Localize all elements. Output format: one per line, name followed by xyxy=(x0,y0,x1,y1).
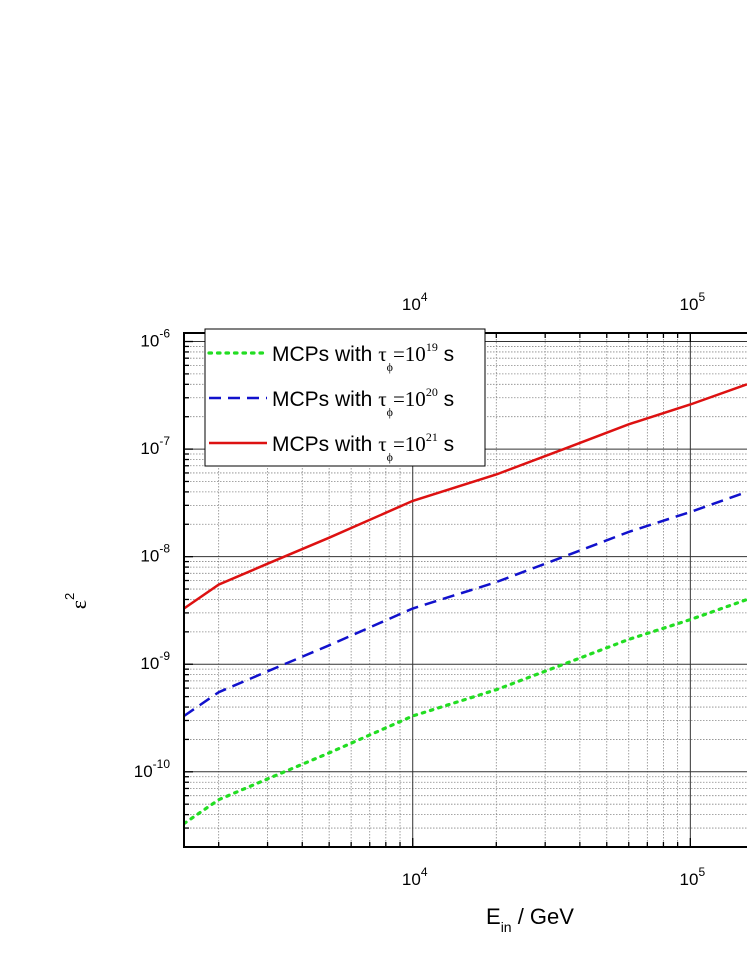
legend-label: MCPs with τϕ=1019 s xyxy=(272,340,454,374)
series-layer xyxy=(184,383,747,826)
x-tick-label-top: 104 xyxy=(402,290,428,314)
series-line xyxy=(184,490,747,718)
series-line xyxy=(184,597,747,826)
y-tick-label: 10-7 xyxy=(140,434,170,458)
legend-label: MCPs with τϕ=1020 s xyxy=(272,385,454,419)
x-tick-label-bottom: 105 xyxy=(680,865,706,889)
y-tick-label: 10-6 xyxy=(140,327,170,351)
x-axis-label: Ein / GeV xyxy=(486,904,574,935)
axis-labels: Ein / GeV ε2 xyxy=(62,593,574,935)
x-tick-label-bottom: 104 xyxy=(402,865,428,889)
y-tick-label: 10-9 xyxy=(140,649,170,673)
tick-labels: 104 104 105 105 10-10 10-9 10-8 10-7 10-6 xyxy=(134,290,706,889)
legend: MCPs with τϕ=1019 s MCPs with τϕ=1020 s MC… xyxy=(204,328,486,467)
y-tick-label: 10-10 xyxy=(134,757,171,781)
series-line xyxy=(184,383,747,610)
x-tick-label-top: 105 xyxy=(680,290,706,314)
legend-label: MCPs with τϕ=1021 s xyxy=(272,430,454,464)
y-axis-label: ε2 xyxy=(62,593,91,609)
y-tick-label: 10-8 xyxy=(140,542,170,566)
